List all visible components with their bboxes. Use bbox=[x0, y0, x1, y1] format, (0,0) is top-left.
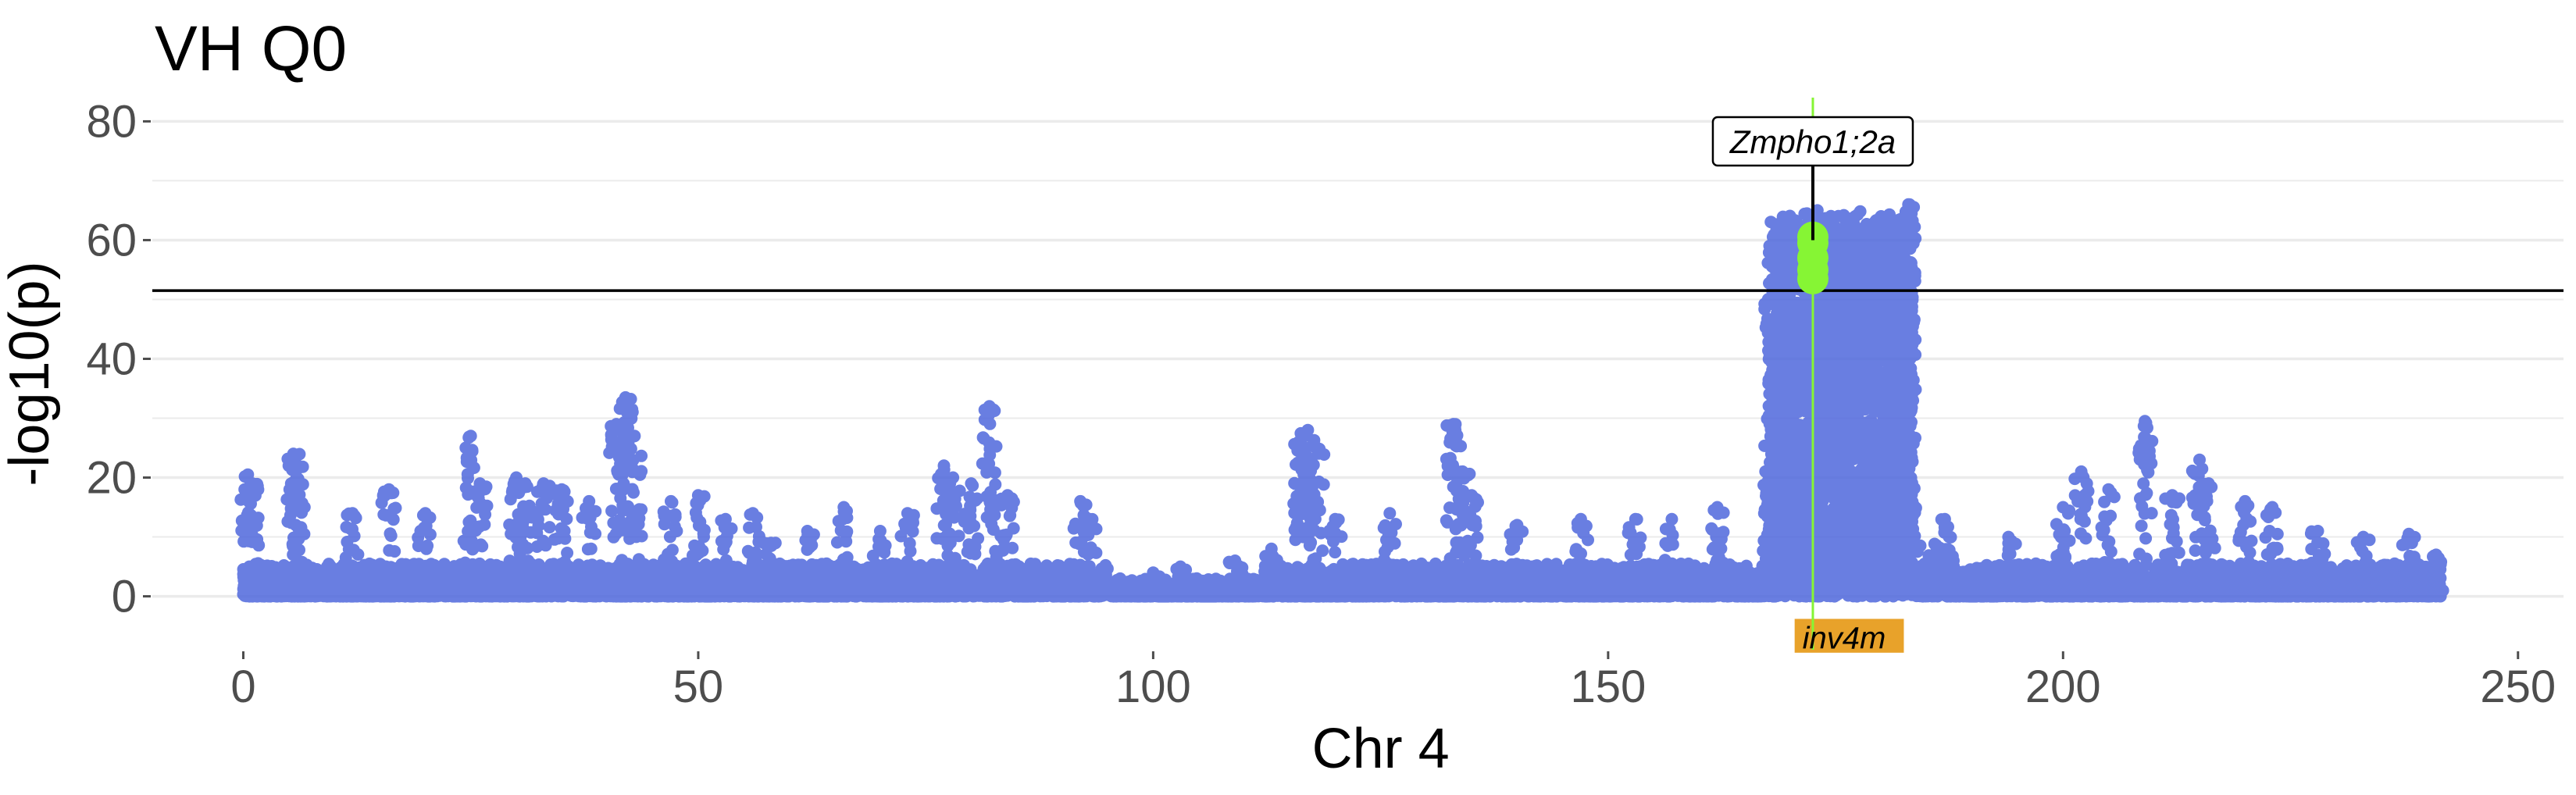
gene-label: Zmpho1;2a bbox=[1729, 123, 1896, 160]
y-tick-label: 40 bbox=[86, 333, 137, 384]
x-tick-label: 100 bbox=[1115, 661, 1191, 712]
x-tick-label: 250 bbox=[2480, 661, 2556, 712]
x-axis-label: Chr 4 bbox=[1312, 718, 1450, 780]
snp-points bbox=[234, 198, 2449, 603]
x-tick-label: 50 bbox=[673, 661, 724, 712]
y-axis-label: -log10(p) bbox=[0, 261, 61, 486]
chart-title: VH Q0 bbox=[155, 13, 347, 84]
y-tick-label: 80 bbox=[86, 96, 137, 147]
grid-lines bbox=[152, 119, 2564, 598]
y-tick-label: 60 bbox=[86, 215, 137, 266]
x-tick-label: 0 bbox=[230, 661, 255, 712]
gene-snp-points bbox=[1796, 221, 1829, 294]
x-axis-ticks: 0 50 100 150 200 250 bbox=[230, 651, 2556, 712]
y-axis-ticks: 0 20 40 60 80 bbox=[86, 96, 151, 622]
y-tick-label: 20 bbox=[86, 453, 137, 504]
region-label: inv4m bbox=[1803, 621, 1886, 655]
gene-label-box bbox=[1711, 116, 1914, 167]
snp-point-cloud bbox=[234, 198, 2449, 603]
y-tick-label: 0 bbox=[112, 572, 137, 622]
x-tick-label: 200 bbox=[2025, 661, 2101, 712]
x-tick-label: 150 bbox=[1570, 661, 1646, 712]
